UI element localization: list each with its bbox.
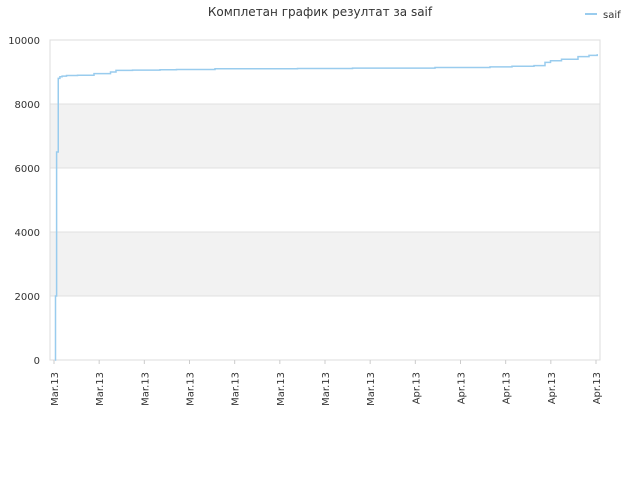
x-tick-label: Mar.13 [276,372,287,406]
series-group [54,54,598,361]
x-tick-label: Mar.13 [366,372,377,406]
x-axis: Mar.13 Mar.13 Mar.13 Mar.13 Mar.13 Mar.13 Mar.… [50,360,603,406]
x-tick-label: Mar.13 [140,372,151,406]
legend-label: saif [603,10,621,21]
x-tick-label: Apr.13 [547,372,558,404]
x-tick-label: Apr.13 [411,372,422,404]
chart-title: Комплетан график резултат за saif [208,5,433,19]
y-tick-label: 0 [34,356,40,367]
x-tick-label: Apr.13 [457,372,468,404]
y-tick-label: 4000 [15,228,40,239]
x-tick-label: Mar.13 [50,372,61,406]
plot-frame [49,39,601,361]
grid-bands [50,104,600,296]
series-line-saif [54,54,598,361]
gridlines [50,39,600,361]
y-tick-label: 6000 [15,164,40,175]
x-tick-label: Mar.13 [186,372,197,406]
grid-band [50,232,600,296]
x-tick-label: Apr.13 [502,372,513,404]
legend: saif [585,10,621,21]
x-tick-label: Mar.13 [231,372,242,406]
x-tick-label: Mar.13 [321,372,332,406]
y-tick-label: 2000 [15,292,40,303]
x-tick-label: Apr.13 [592,372,603,404]
grid-band [50,104,600,168]
x-tick-label: Mar.13 [95,372,106,406]
y-tick-label: 8000 [15,100,40,111]
y-tick-label: 10000 [8,36,40,47]
y-axis: 0 2000 4000 6000 8000 10000 [8,36,40,367]
